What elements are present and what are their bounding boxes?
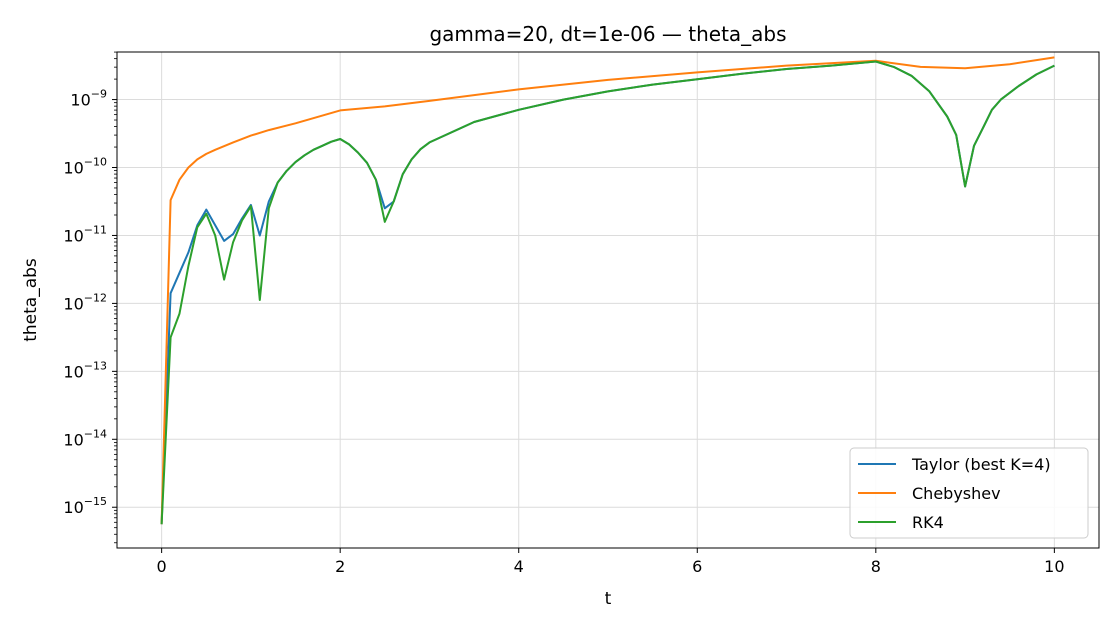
x-tick-label: 8 <box>871 557 881 576</box>
x-tick-label: 0 <box>157 557 167 576</box>
y-tick-label: 10−13 <box>63 359 107 381</box>
plot-frame <box>116 51 1100 549</box>
y-tick-label: 10−10 <box>63 156 107 178</box>
y-axis-label: theta_abs <box>21 258 41 342</box>
series-line <box>160 60 1055 525</box>
x-tick-label: 4 <box>514 557 524 576</box>
legend-label: RK4 <box>912 513 944 532</box>
x-tick-label: 10 <box>1044 557 1064 576</box>
legend-label: Taylor (best K=4) <box>911 455 1051 474</box>
x-tick-label: 6 <box>692 557 702 576</box>
y-tick-label: 10−14 <box>63 427 107 449</box>
y-tick-label: 10−12 <box>63 291 107 313</box>
legend-label: Chebyshev <box>912 484 1001 503</box>
chart-title: gamma=20, dt=1e-06 — theta_abs <box>429 22 786 46</box>
legend-box <box>849 447 1089 539</box>
x-axis-label: t <box>605 589 612 609</box>
ticks: 0 2 4 6 8 10 10−15 10−14 10−13 10−12 10−11 10−10 10−… <box>63 51 1065 576</box>
series-layer <box>160 56 1055 525</box>
legend: Taylor (best K=4) Chebyshev RK4 <box>849 447 1089 539</box>
y-tick-label: 10−15 <box>63 495 107 517</box>
y-tick-label: 10−9 <box>70 88 107 110</box>
series-line <box>160 56 1055 525</box>
y-tick-label: 10−11 <box>63 223 107 245</box>
x-tick-label: 2 <box>335 557 345 576</box>
